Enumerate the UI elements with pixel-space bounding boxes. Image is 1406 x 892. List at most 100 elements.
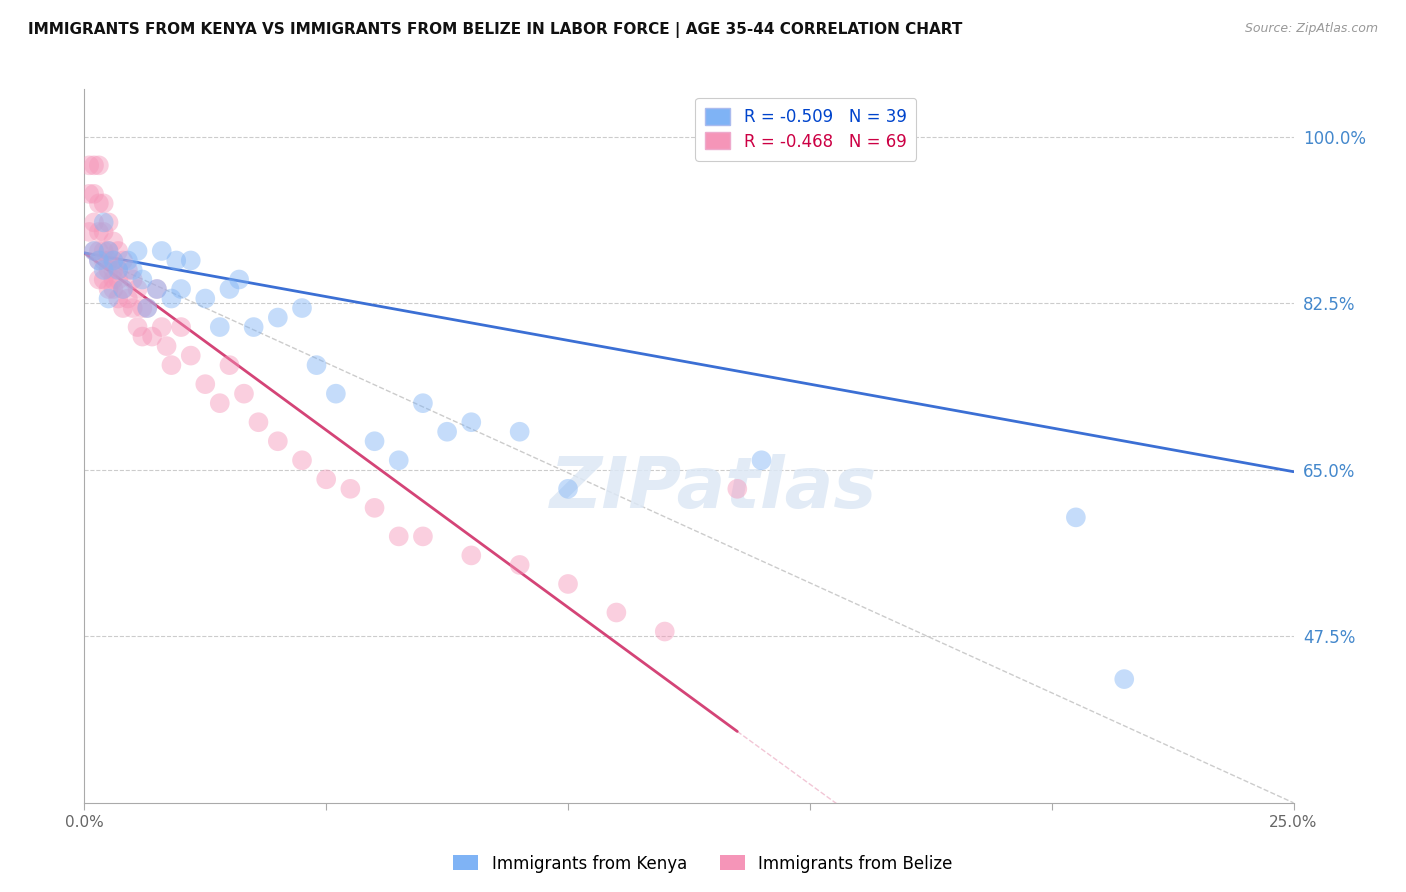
Point (103, 282, 125, 296)
Point (87, 244, 110, 258)
Point (93, 272, 115, 286)
Point (93, 253, 115, 268)
Point (87, 158, 110, 172)
Point (103, 263, 125, 277)
Point (131, 329, 153, 343)
Point (208, 320, 231, 334)
Point (112, 282, 135, 296)
Point (388, 453, 411, 467)
Point (103, 253, 125, 268)
Point (97, 282, 120, 296)
Point (93, 225, 115, 239)
Point (103, 235, 125, 249)
Point (228, 272, 250, 286)
Point (1064, 510, 1087, 524)
Point (93, 263, 115, 277)
Point (97, 253, 120, 268)
Point (170, 282, 193, 296)
Point (117, 292, 139, 306)
Text: ZIPatlas: ZIPatlas (550, 454, 877, 524)
Point (725, 482, 748, 496)
Point (233, 386, 256, 401)
Point (170, 320, 193, 334)
Point (150, 244, 173, 258)
Point (121, 301, 143, 315)
Point (136, 301, 159, 315)
Point (97, 244, 120, 258)
Point (117, 263, 139, 277)
Point (509, 425, 531, 439)
Point (136, 301, 159, 315)
Point (97, 263, 120, 277)
Point (509, 558, 531, 572)
Point (131, 272, 153, 286)
Point (436, 425, 458, 439)
Point (93, 196, 115, 211)
Point (363, 500, 385, 515)
Point (87, 196, 110, 211)
Point (412, 529, 434, 543)
Point (557, 577, 579, 591)
Point (267, 434, 290, 449)
Point (146, 282, 169, 296)
Point (83, 244, 105, 258)
Point (77, 225, 100, 239)
Point (180, 253, 202, 268)
Point (242, 320, 264, 334)
Point (97, 215, 120, 229)
Point (87, 253, 110, 268)
Point (180, 349, 202, 363)
Point (291, 453, 314, 467)
Point (208, 396, 231, 410)
Point (146, 282, 169, 296)
Point (93, 215, 115, 229)
Legend: Immigrants from Kenya, Immigrants from Belize: Immigrants from Kenya, Immigrants from B… (447, 848, 959, 880)
Point (93, 244, 115, 258)
Point (150, 320, 173, 334)
Point (83, 215, 105, 229)
Point (160, 358, 183, 372)
Point (654, 624, 676, 639)
Point (194, 292, 217, 306)
Point (218, 358, 240, 372)
Point (160, 292, 183, 306)
Text: IMMIGRANTS FROM KENYA VS IMMIGRANTS FROM BELIZE IN LABOR FORCE | AGE 35-44 CORRE: IMMIGRANTS FROM KENYA VS IMMIGRANTS FROM… (28, 22, 963, 38)
Point (127, 244, 149, 258)
Point (165, 253, 187, 268)
Point (267, 310, 290, 325)
Point (194, 377, 217, 392)
Point (1114, 672, 1136, 686)
Point (363, 434, 385, 449)
Point (97, 244, 120, 258)
Legend: R = -0.509   N = 39, R = -0.468   N = 69: R = -0.509 N = 39, R = -0.468 N = 69 (695, 97, 917, 161)
Point (97, 292, 120, 306)
Point (87, 253, 110, 268)
Point (155, 339, 177, 353)
Point (339, 482, 361, 496)
Point (460, 415, 482, 429)
Text: Source: ZipAtlas.com: Source: ZipAtlas.com (1244, 22, 1378, 36)
Point (247, 415, 270, 429)
Point (121, 272, 143, 286)
Point (112, 301, 135, 315)
Point (121, 263, 143, 277)
Point (325, 386, 347, 401)
Point (83, 244, 105, 258)
Point (112, 282, 135, 296)
Point (117, 253, 139, 268)
Point (83, 186, 105, 201)
Point (83, 158, 105, 172)
Point (107, 292, 129, 306)
Point (131, 301, 153, 315)
Point (103, 272, 125, 286)
Point (107, 263, 129, 277)
Point (605, 606, 627, 620)
Point (103, 253, 125, 268)
Point (87, 272, 110, 286)
Point (291, 301, 314, 315)
Point (107, 272, 129, 286)
Point (87, 225, 110, 239)
Point (107, 263, 129, 277)
Point (388, 529, 411, 543)
Point (305, 358, 328, 372)
